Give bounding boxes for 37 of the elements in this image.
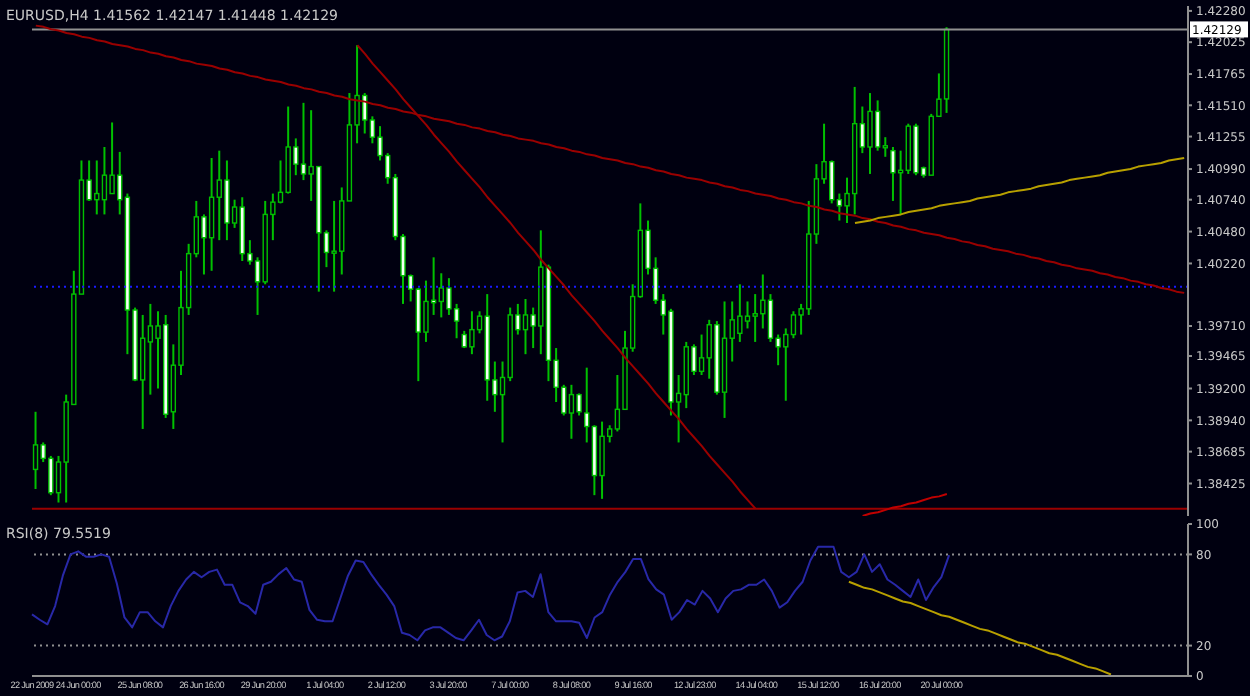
candlestick [752, 293, 758, 343]
candlestick [140, 313, 146, 430]
candlestick [767, 293, 774, 343]
candlestick [829, 159, 835, 205]
candlestick [683, 340, 689, 410]
candlestick [101, 145, 108, 216]
candlestick [790, 310, 797, 340]
candlestick [469, 310, 475, 356]
candlestick [874, 99, 881, 152]
candlestick [300, 101, 307, 182]
candlestick [568, 383, 575, 440]
candlestick [423, 279, 429, 343]
candlestick [216, 149, 222, 242]
candlestick [109, 121, 115, 195]
candlestick [522, 298, 529, 356]
line-series [853, 157, 1186, 224]
candlestick [239, 196, 245, 262]
candlestick [737, 283, 743, 343]
candlestick [147, 302, 154, 396]
candlestick [744, 300, 751, 330]
candlestick [867, 92, 873, 175]
candlestick [94, 159, 100, 216]
line-series [861, 492, 948, 516]
candlestick [913, 122, 919, 177]
candlestick [32, 410, 39, 491]
candlestick [285, 105, 291, 195]
line-series [31, 545, 951, 642]
candlestick [331, 199, 337, 293]
candlestick [224, 159, 230, 242]
candlestick [208, 157, 215, 272]
candlestick [446, 277, 452, 316]
candlestick [890, 145, 896, 202]
candlestick [905, 122, 911, 175]
candlestick [599, 420, 605, 500]
candlestick [576, 392, 582, 417]
candlestick [438, 272, 444, 319]
line-series [847, 580, 1112, 676]
